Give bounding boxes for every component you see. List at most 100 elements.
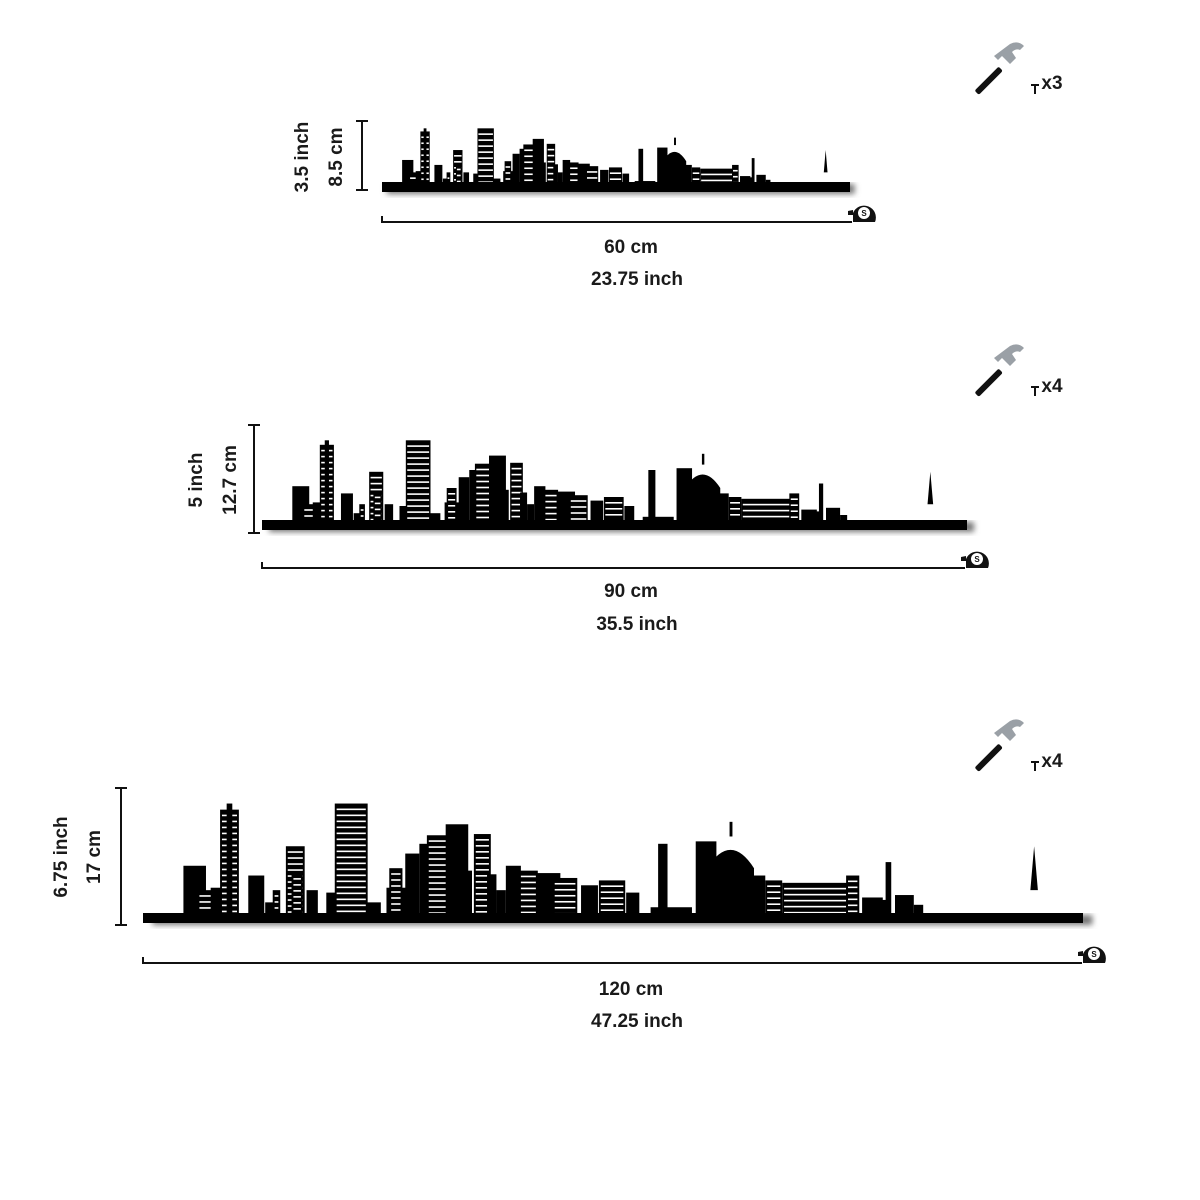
width-dimension-line xyxy=(261,562,965,569)
window-row xyxy=(293,884,301,886)
window-row xyxy=(545,506,557,509)
window-row xyxy=(428,846,456,848)
building xyxy=(840,515,848,524)
window-row xyxy=(336,850,366,853)
building xyxy=(373,491,382,524)
window-row xyxy=(511,485,522,488)
window-row xyxy=(407,499,430,501)
window-row xyxy=(547,178,555,181)
window-row xyxy=(848,898,858,901)
height-dimension-line xyxy=(248,424,260,534)
window-row xyxy=(454,161,462,163)
window-row xyxy=(336,856,366,859)
building xyxy=(747,177,754,186)
building xyxy=(624,506,635,524)
window-row xyxy=(336,868,366,871)
height-inch: 5 inch xyxy=(186,453,207,508)
window-row xyxy=(505,172,511,174)
window-row xyxy=(428,864,456,866)
window-row xyxy=(336,838,366,841)
building xyxy=(728,497,742,524)
building xyxy=(487,874,497,917)
window-row xyxy=(293,902,301,904)
window-row xyxy=(570,506,587,508)
nail-count: x3 xyxy=(1041,73,1062,94)
building xyxy=(756,174,766,186)
window-row xyxy=(391,891,401,893)
width-cm: 90 cm xyxy=(604,581,658,602)
building xyxy=(248,875,265,917)
window-row xyxy=(520,905,536,908)
window-row xyxy=(448,499,456,501)
window-row xyxy=(511,509,522,512)
window-row xyxy=(428,906,456,908)
window-row xyxy=(742,503,790,506)
window-row xyxy=(790,498,798,500)
building xyxy=(423,128,427,186)
building xyxy=(415,171,423,186)
window-row xyxy=(476,510,497,513)
window-row xyxy=(336,910,366,913)
window-row xyxy=(848,910,858,913)
window-row xyxy=(730,514,740,516)
window-row xyxy=(475,911,489,913)
window-row xyxy=(447,177,450,179)
window-row xyxy=(391,879,401,881)
building xyxy=(402,159,414,186)
window-row xyxy=(407,493,430,495)
window-row xyxy=(448,505,456,507)
window-row xyxy=(545,512,557,515)
window-row xyxy=(475,893,489,895)
window-row xyxy=(428,876,456,878)
building xyxy=(885,862,892,917)
window-row xyxy=(293,896,301,898)
window-row xyxy=(848,892,858,895)
window-row xyxy=(733,169,738,172)
window-row xyxy=(570,179,578,182)
window-row xyxy=(547,154,555,157)
window-row xyxy=(554,882,576,885)
window-row xyxy=(767,891,781,893)
window-row xyxy=(848,886,858,889)
window-row xyxy=(374,508,381,511)
window-row xyxy=(600,885,624,887)
building xyxy=(622,173,630,186)
window-row xyxy=(730,502,740,504)
window-row xyxy=(511,467,522,470)
window-row xyxy=(428,888,456,890)
building xyxy=(626,892,640,917)
window-row xyxy=(586,177,598,179)
building xyxy=(532,138,544,186)
window-row xyxy=(336,820,366,823)
window-row xyxy=(784,905,847,908)
width-inch: 47.25 inch xyxy=(591,1011,683,1032)
building xyxy=(638,148,644,186)
window-row xyxy=(605,514,623,516)
building xyxy=(429,513,441,524)
window-row xyxy=(511,479,522,482)
building xyxy=(818,483,824,524)
window-row xyxy=(391,897,401,899)
window-row xyxy=(570,512,587,514)
window-row xyxy=(391,903,401,905)
size-panel: 3.5 inch 8.5 cm 60 cm 23.75 inch x3 xyxy=(292,42,1063,290)
window-row xyxy=(511,503,522,506)
building xyxy=(603,497,624,524)
building xyxy=(405,853,420,917)
window-row xyxy=(600,897,624,899)
window-row xyxy=(274,907,279,909)
nail-count: x4 xyxy=(1041,376,1063,397)
window-row xyxy=(476,480,497,483)
window-row xyxy=(287,857,303,859)
building xyxy=(446,172,451,186)
window-row xyxy=(730,508,740,510)
window-row xyxy=(287,869,303,871)
window-row xyxy=(428,858,456,860)
building xyxy=(650,907,692,917)
window-row xyxy=(293,908,301,910)
window-row xyxy=(428,900,456,902)
window-row xyxy=(476,492,497,495)
window-row xyxy=(547,172,555,175)
window-row xyxy=(407,451,430,453)
window-row xyxy=(407,517,430,519)
